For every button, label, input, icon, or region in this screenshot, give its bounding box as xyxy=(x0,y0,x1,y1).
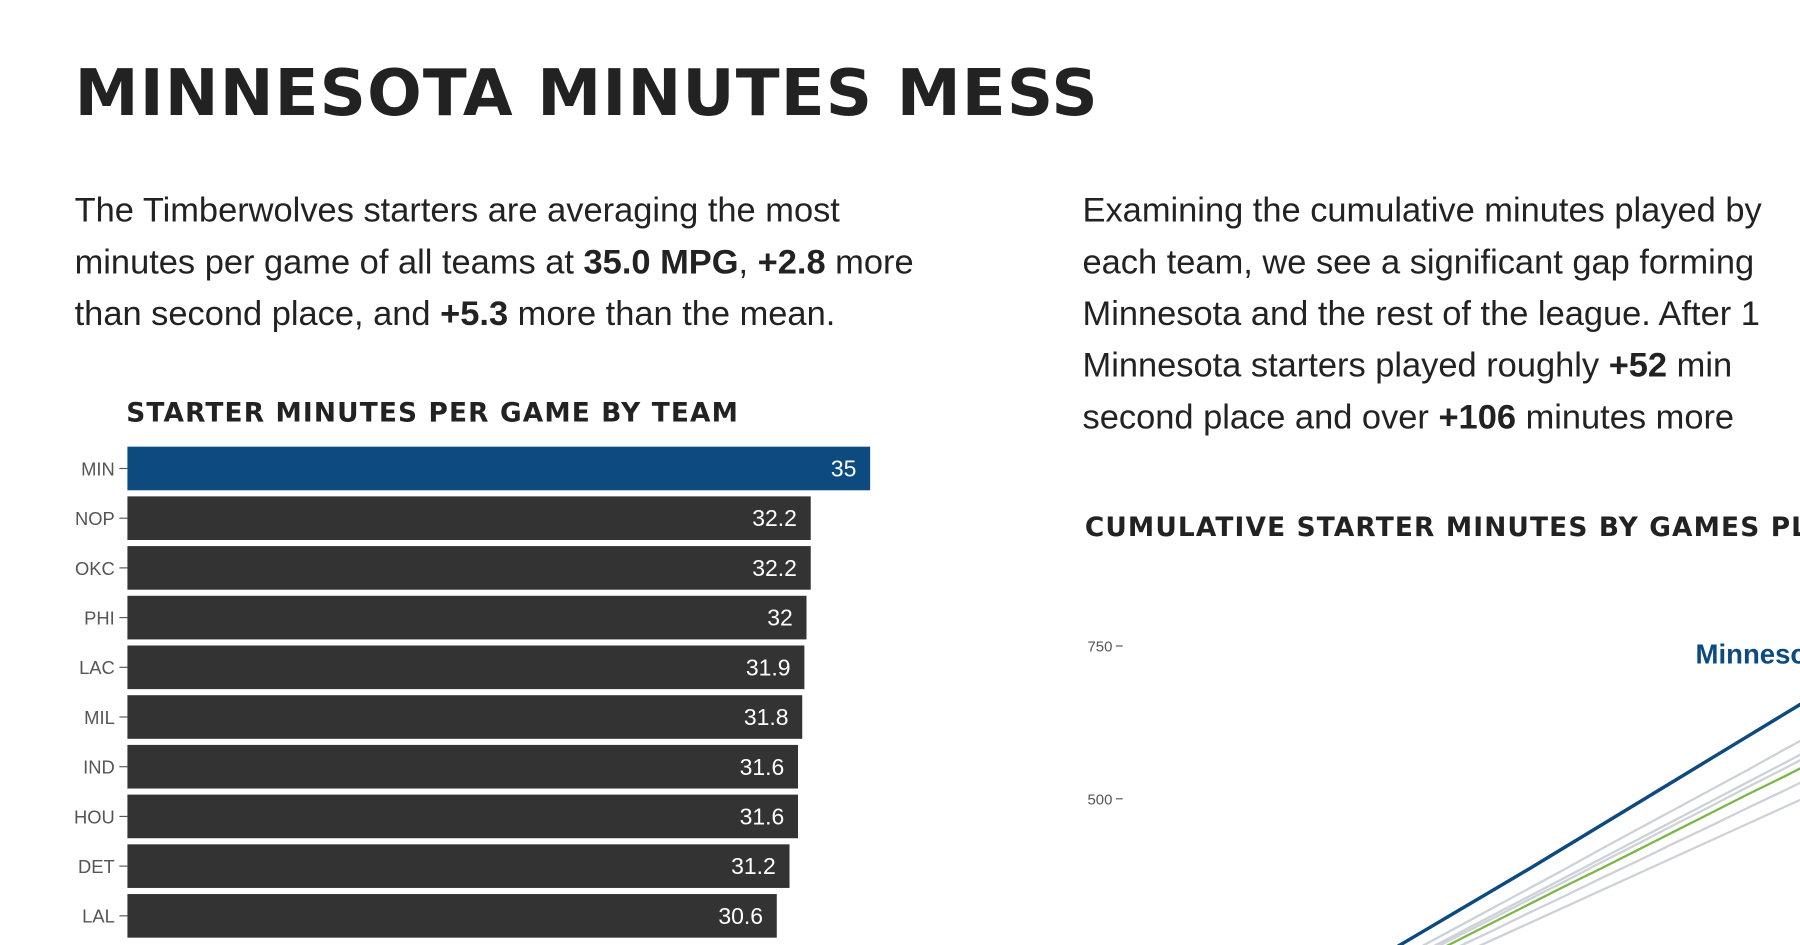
value-label: 31.8 xyxy=(744,704,789,730)
text-run: second place and over xyxy=(1083,398,1439,436)
paragraph-line: The Timberwolves starters are averaging … xyxy=(75,192,841,230)
y-tick-label: NOP xyxy=(75,508,115,529)
value-label: 31.9 xyxy=(746,654,791,680)
value-label: 31.6 xyxy=(740,803,785,829)
chart-title: STARTER MINUTES PER GAME BY TEAM xyxy=(126,397,739,428)
y-tick-label: LAL xyxy=(82,906,115,927)
y-tick-label: 500 xyxy=(1087,792,1112,809)
text-run: , xyxy=(739,243,758,281)
text-run: min xyxy=(1667,347,1732,385)
page-title: MINNESOTA MINUTES MESS xyxy=(75,56,1099,131)
text-run: each team, we see a significant gap form… xyxy=(1083,243,1755,281)
text-run: +2.8 xyxy=(758,243,826,281)
value-label: 31.6 xyxy=(740,754,785,780)
value-label: 31.2 xyxy=(731,853,776,879)
y-tick-label: HOU xyxy=(74,806,115,827)
value-label: 32.2 xyxy=(752,505,797,531)
text-run: more than the mean. xyxy=(508,295,835,333)
y-tick-label: OKC xyxy=(75,558,115,579)
bar xyxy=(127,496,811,540)
text-run: Minnesota starters played roughly xyxy=(1083,347,1609,385)
value-label: 30.6 xyxy=(718,903,763,929)
y-tick-label: IND xyxy=(83,757,115,778)
bar xyxy=(127,695,803,739)
paragraph-line: second place and over +106 minutes more xyxy=(1083,398,1735,436)
text-run: minutes per game of all teams at xyxy=(75,243,584,281)
y-tick-label: LAC xyxy=(79,657,115,678)
line xyxy=(1478,798,1800,945)
y-tick-label: 750 xyxy=(1087,639,1112,656)
bar xyxy=(127,645,805,690)
line xyxy=(1433,753,1800,945)
text-run: The Timberwolves starters are averaging … xyxy=(75,192,841,230)
paragraph-line: than second place, and +5.3 more than th… xyxy=(75,295,836,333)
paragraph-line: minutes per game of all teams at 35.0 MP… xyxy=(75,243,914,281)
value-label: 35 xyxy=(831,456,857,482)
line xyxy=(1421,739,1800,945)
y-tick-label: MIL xyxy=(84,707,115,728)
text-run: 35.0 MPG xyxy=(584,243,739,281)
text-run: +52 xyxy=(1609,347,1667,385)
text-run: Examining the cumulative minutes played … xyxy=(1083,192,1763,230)
series-label: Minnesota xyxy=(1696,639,1800,670)
bar xyxy=(127,744,799,789)
y-tick-label: MIN xyxy=(81,458,115,479)
text-run: +106 xyxy=(1438,398,1516,436)
bar xyxy=(127,595,807,640)
y-tick-label: PHI xyxy=(84,607,115,628)
value-label: 32.2 xyxy=(752,555,797,581)
text-run: than second place, and xyxy=(75,295,441,333)
line xyxy=(1459,781,1800,945)
paragraph-line: each team, we see a significant gap form… xyxy=(1083,243,1755,281)
bar xyxy=(127,844,790,888)
paragraph-line: Minnesota and the rest of the league. Af… xyxy=(1083,295,1760,333)
text-run: Minnesota and the rest of the league. Af… xyxy=(1083,295,1760,333)
paragraph-line: Examining the cumulative minutes played … xyxy=(1083,192,1763,230)
bar xyxy=(127,546,811,590)
paragraph-line: Minnesota starters played roughly +52 mi… xyxy=(1083,347,1733,385)
text-run: +5.3 xyxy=(440,295,508,333)
chart-title: CUMULATIVE STARTER MINUTES BY GAMES PLAY… xyxy=(1085,512,1800,543)
line xyxy=(1438,759,1800,945)
bar xyxy=(127,794,799,839)
value-label: 32 xyxy=(767,605,793,631)
bar xyxy=(127,446,871,491)
y-tick-label: DET xyxy=(78,856,115,877)
text-run: more xyxy=(826,243,914,281)
line xyxy=(1446,767,1800,945)
bar xyxy=(127,894,777,938)
text-run: minutes more xyxy=(1516,398,1734,436)
line xyxy=(1396,702,1800,945)
